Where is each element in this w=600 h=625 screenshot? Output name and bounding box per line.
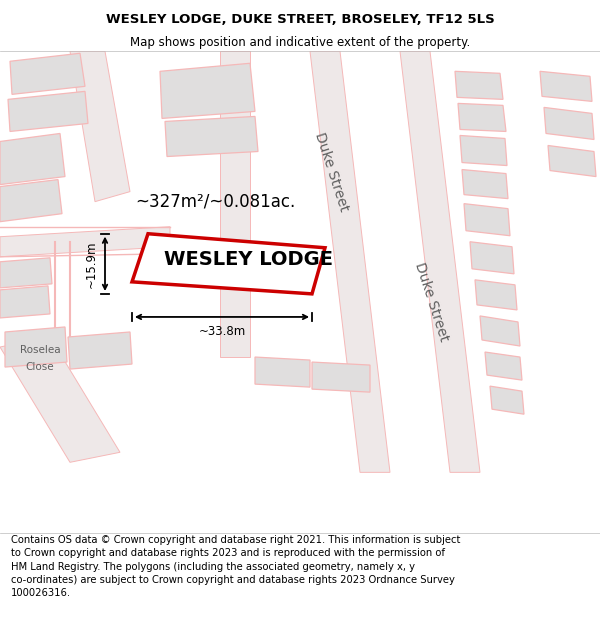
Text: Roselea: Roselea — [20, 345, 61, 355]
Polygon shape — [400, 51, 480, 472]
Polygon shape — [548, 146, 596, 177]
Text: WESLEY LODGE, DUKE STREET, BROSELEY, TF12 5LS: WESLEY LODGE, DUKE STREET, BROSELEY, TF1… — [106, 12, 494, 26]
Polygon shape — [475, 280, 517, 310]
Polygon shape — [0, 134, 65, 184]
Polygon shape — [544, 107, 594, 139]
Text: Close: Close — [26, 362, 55, 372]
Text: Map shows position and indicative extent of the property.: Map shows position and indicative extent… — [130, 36, 470, 49]
Text: ~33.8m: ~33.8m — [199, 325, 245, 338]
Polygon shape — [165, 116, 258, 156]
Polygon shape — [5, 327, 67, 367]
Polygon shape — [0, 227, 170, 257]
Polygon shape — [8, 91, 88, 131]
Polygon shape — [0, 179, 62, 222]
Text: ~327m²/~0.081ac.: ~327m²/~0.081ac. — [135, 192, 295, 211]
Polygon shape — [255, 357, 310, 387]
Text: WESLEY LODGE: WESLEY LODGE — [164, 250, 333, 269]
Text: ~15.9m: ~15.9m — [85, 240, 98, 288]
Polygon shape — [458, 103, 506, 131]
Polygon shape — [460, 136, 507, 166]
Polygon shape — [485, 352, 522, 380]
Polygon shape — [70, 51, 130, 202]
Polygon shape — [312, 362, 370, 392]
Polygon shape — [132, 234, 325, 294]
Polygon shape — [0, 337, 120, 462]
Polygon shape — [480, 316, 520, 346]
Polygon shape — [540, 71, 592, 101]
Polygon shape — [470, 242, 514, 274]
Polygon shape — [455, 71, 503, 99]
Polygon shape — [310, 51, 390, 472]
Polygon shape — [10, 53, 85, 94]
Polygon shape — [0, 286, 50, 318]
Polygon shape — [490, 386, 524, 414]
Polygon shape — [220, 51, 250, 357]
Text: Contains OS data © Crown copyright and database right 2021. This information is : Contains OS data © Crown copyright and d… — [11, 535, 460, 598]
Text: Duke Street: Duke Street — [313, 130, 352, 213]
Polygon shape — [160, 63, 255, 118]
Polygon shape — [464, 204, 510, 236]
Text: Duke Street: Duke Street — [413, 261, 451, 343]
Polygon shape — [68, 332, 132, 369]
Polygon shape — [0, 258, 52, 288]
Polygon shape — [462, 169, 508, 199]
